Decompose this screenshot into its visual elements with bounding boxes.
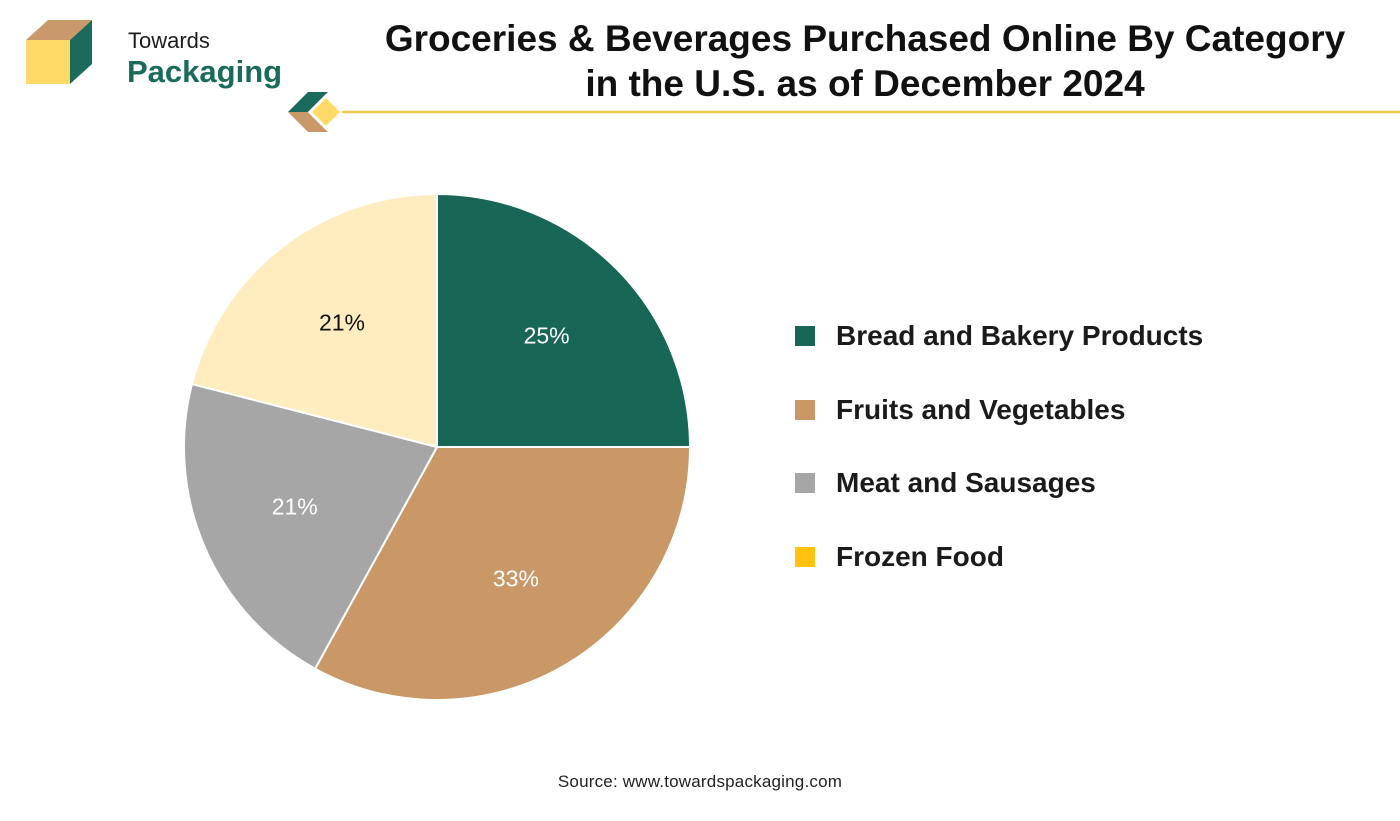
brand-name-line2: Packaging bbox=[127, 54, 283, 89]
legend-swatch bbox=[795, 473, 815, 493]
pie-slice-2 bbox=[313, 446, 692, 701]
pie-data-label-4: 21% bbox=[319, 310, 365, 336]
legend-swatch bbox=[795, 326, 815, 346]
legend-item-1: Bread and Bakery Products bbox=[795, 318, 1203, 354]
pie-slice-3 bbox=[183, 382, 439, 671]
legend-item-3: Meat and Sausages bbox=[795, 465, 1203, 501]
pie-slice-1 bbox=[436, 192, 692, 448]
pie-data-label-2: 33% bbox=[493, 565, 539, 591]
brand-name-line1: Towards bbox=[128, 28, 210, 53]
legend-label: Meat and Sausages bbox=[836, 467, 1096, 498]
legend-swatch bbox=[795, 546, 815, 567]
title-divider bbox=[288, 92, 1400, 132]
legend-label: Frozen Food bbox=[836, 540, 1004, 572]
chart-legend: Bread and Bakery Products Fruits and Vege… bbox=[795, 318, 1203, 612]
legend-item-2: Fruits and Vegetables bbox=[795, 392, 1203, 428]
legend-label: Fruits and Vegetables bbox=[836, 393, 1126, 425]
legend-swatch bbox=[795, 399, 815, 420]
chart-title-line1: Groceries & Beverages Purchased Online B… bbox=[384, 18, 1346, 59]
source-note: Source: www.towardspackaging.com bbox=[557, 772, 843, 791]
pie-data-label-1: 25% bbox=[524, 322, 570, 348]
chart-title: Groceries & Beverages Purchased Online B… bbox=[340, 16, 1390, 106]
chart-title-line2: in the U.S. as of December 2024 bbox=[585, 63, 1145, 104]
box-logo-icon bbox=[26, 20, 92, 84]
brand-logo: Towards Packaging bbox=[24, 16, 284, 89]
legend-item-4: Frozen Food bbox=[795, 539, 1203, 575]
pie-chart: 25% 33% 21% 21% bbox=[183, 192, 692, 701]
pie-slice-4 bbox=[190, 192, 438, 449]
legend-label: Bread and Bakery Products bbox=[836, 320, 1204, 351]
pie-data-label-3: 21% bbox=[272, 494, 318, 520]
